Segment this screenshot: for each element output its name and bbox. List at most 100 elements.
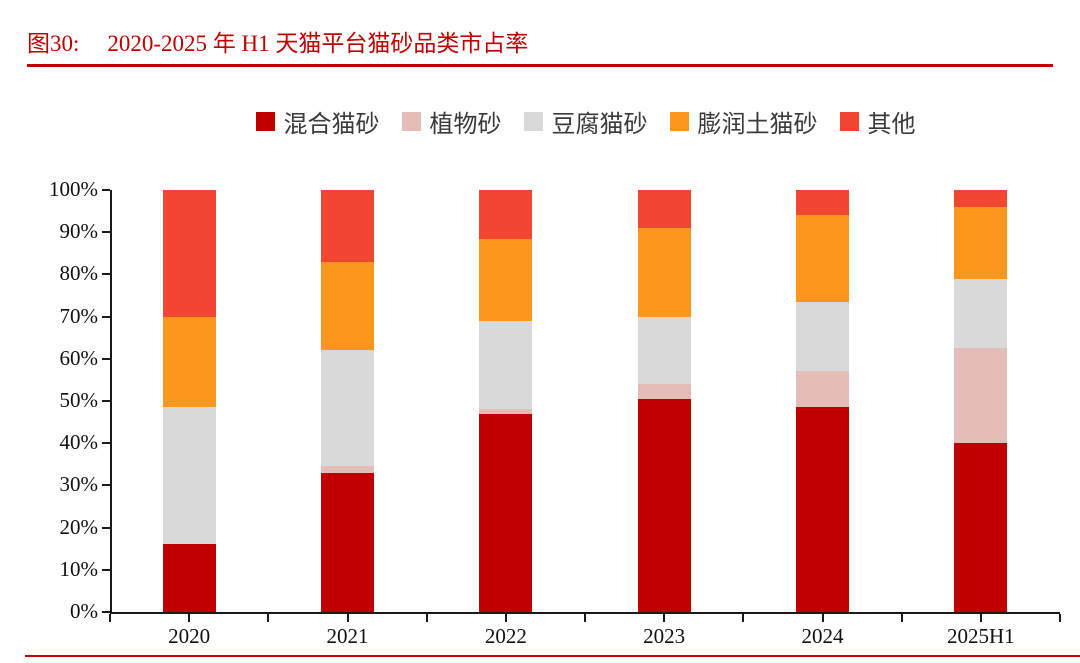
- bar-segment-植物砂: [954, 348, 1008, 444]
- y-axis-tick: [102, 442, 110, 445]
- legend-label: 膨润土猫砂: [697, 111, 818, 138]
- x-axis-tick: [979, 614, 982, 622]
- y-axis-tick: [102, 484, 110, 487]
- x-axis-tick: [109, 614, 111, 622]
- bar-segment-豆腐猫砂: [637, 316, 691, 385]
- legend-item-1: 混合猫砂: [255, 104, 380, 139]
- legend-swatch-icon: [255, 111, 275, 131]
- bar-segment-其他: [321, 190, 374, 262]
- stacked-bar-2022: [479, 190, 533, 612]
- y-axis-tick: [102, 315, 110, 318]
- legend-label: 植物砂: [429, 111, 502, 138]
- bar-segment-混合猫砂: [954, 443, 1008, 612]
- y-axis-tick-label: 70%: [59, 303, 99, 328]
- bar-segment-其他: [637, 190, 691, 228]
- legend-label: 混合猫砂: [283, 111, 380, 138]
- bar-segment-豆腐猫砂: [479, 320, 533, 410]
- bar-segment-豆腐猫砂: [954, 278, 1008, 349]
- x-axis-category-label: 2024: [801, 624, 844, 648]
- bar-segment-膨润土猫砂: [479, 238, 533, 321]
- x-axis-tick: [425, 614, 428, 622]
- x-axis-category-label: 2023: [643, 624, 686, 648]
- x-axis-tick: [663, 614, 666, 622]
- x-axis-tick: [900, 614, 903, 622]
- bar-segment-混合猫砂: [321, 472, 374, 612]
- bar-segment-膨润土猫砂: [637, 228, 691, 317]
- bar-segment-豆腐猫砂: [321, 350, 374, 467]
- y-axis-line: [110, 190, 112, 614]
- x-axis-category-label: 2022: [484, 624, 527, 648]
- x-axis-tick: [821, 614, 824, 622]
- y-axis-tick: [102, 568, 110, 571]
- legend-item-4: 膨润土猫砂: [669, 104, 818, 139]
- y-axis-tick-label: 80%: [59, 261, 99, 286]
- bar-segment-膨润土猫砂: [321, 261, 374, 351]
- bar-segment-膨润土猫砂: [954, 206, 1008, 279]
- bar-segment-其他: [954, 190, 1008, 207]
- y-axis-tick: [102, 273, 110, 276]
- x-axis-category-label: 2025H1: [946, 624, 1015, 648]
- y-axis-tick-label: 30%: [59, 472, 99, 497]
- stacked-bar-2023: [637, 190, 691, 612]
- bar-segment-豆腐猫砂: [796, 301, 849, 372]
- stacked-bar-2025H1: [954, 190, 1008, 612]
- y-axis-tick-label: 40%: [59, 430, 99, 455]
- bar-segment-膨润土猫砂: [796, 215, 849, 302]
- legend-swatch-icon: [669, 111, 689, 131]
- y-axis-tick: [102, 611, 110, 613]
- y-axis-tick-label: 20%: [59, 514, 99, 539]
- bar-segment-混合猫砂: [479, 413, 533, 612]
- bar-segment-其他: [162, 190, 216, 317]
- y-axis-tick: [102, 231, 110, 234]
- bottom-divider-rule: [25, 655, 1080, 657]
- y-axis-tick-label: 60%: [59, 345, 99, 370]
- x-axis-category-label: 2021: [326, 624, 369, 648]
- figure-title: 2020-2025 年 H1 天猫平台猫砂品类市占率: [107, 31, 529, 56]
- figure-header: 图30: 2020-2025 年 H1 天猫平台猫砂品类市占率: [27, 30, 528, 58]
- figure-label: 图30:: [27, 31, 80, 56]
- x-axis-tick: [188, 614, 191, 622]
- legend-swatch-icon: [401, 111, 421, 131]
- bar-segment-混合猫砂: [637, 398, 691, 612]
- y-axis-tick-label: 10%: [59, 556, 99, 581]
- legend-label: 豆腐猫砂: [551, 111, 648, 138]
- x-axis-tick: [267, 614, 270, 622]
- stacked-bar-2024: [796, 190, 849, 612]
- x-axis-tick: [742, 614, 745, 622]
- x-axis-tick: [1059, 614, 1061, 622]
- stacked-bar-2020: [162, 190, 216, 612]
- bar-segment-植物砂: [796, 371, 849, 408]
- bar-segment-混合猫砂: [162, 544, 216, 612]
- bar-segment-植物砂: [479, 409, 533, 414]
- bar-segment-其他: [479, 190, 533, 239]
- y-axis-tick-label: 50%: [59, 388, 99, 412]
- y-axis-tick: [102, 189, 110, 191]
- x-axis-tick: [584, 614, 586, 622]
- x-axis-tick: [504, 614, 507, 622]
- stacked-bar-2021: [321, 190, 374, 612]
- y-axis-tick-label: 100%: [49, 177, 98, 201]
- x-axis-line: [110, 612, 1060, 614]
- y-axis-tick-label: 90%: [59, 219, 99, 244]
- legend-label: 其他: [867, 111, 916, 138]
- legend-swatch-icon: [839, 111, 859, 131]
- y-axis-tick: [102, 400, 110, 402]
- legend-item-5: 其他: [839, 104, 916, 139]
- bar-segment-膨润土猫砂: [162, 316, 216, 408]
- chart-legend: 混合猫砂 植物砂 豆腐猫砂 膨润土猫砂 其他: [112, 104, 1059, 139]
- x-axis-tick: [346, 614, 349, 622]
- bar-segment-植物砂: [637, 384, 691, 399]
- bar-segment-其他: [796, 190, 849, 216]
- legend-item-2: 植物砂: [401, 104, 502, 139]
- bar-segment-豆腐猫砂: [162, 407, 216, 545]
- bar-segment-植物砂: [321, 466, 374, 473]
- x-axis-category-label: 2020: [168, 624, 211, 648]
- title-divider-rule: [27, 64, 1053, 67]
- legend-item-3: 豆腐猫砂: [523, 104, 648, 139]
- y-axis-tick: [102, 357, 110, 360]
- legend-swatch-icon: [523, 111, 543, 131]
- y-axis-tick: [102, 526, 110, 529]
- y-axis-tick-label: 0%: [70, 599, 98, 623]
